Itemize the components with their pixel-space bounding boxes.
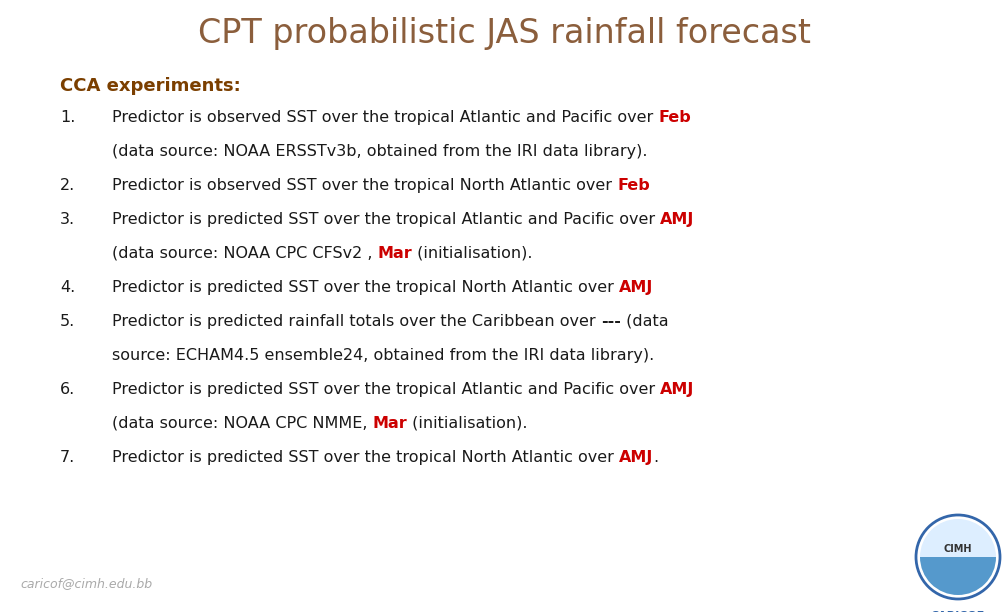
Text: 2.: 2.	[60, 178, 76, 193]
Text: Mar: Mar	[373, 416, 407, 431]
Text: AMJ: AMJ	[619, 280, 653, 295]
Text: AMJ: AMJ	[619, 450, 653, 465]
Text: Predictor is predicted rainfall totals over the Caribbean over: Predictor is predicted rainfall totals o…	[112, 314, 601, 329]
Text: 6.: 6.	[60, 382, 76, 397]
Text: 7.: 7.	[60, 450, 76, 465]
Text: Predictor is observed SST over the tropical Atlantic and Pacific over: Predictor is observed SST over the tropi…	[112, 110, 658, 125]
Text: 1.: 1.	[60, 110, 76, 125]
Circle shape	[916, 515, 1000, 599]
Text: .: .	[653, 450, 658, 465]
Text: (initialisation).: (initialisation).	[412, 246, 533, 261]
Text: Mar: Mar	[378, 246, 412, 261]
Text: 3.: 3.	[60, 212, 76, 227]
Text: Predictor is predicted SST over the tropical North Atlantic over: Predictor is predicted SST over the trop…	[112, 450, 619, 465]
Text: AMJ: AMJ	[660, 382, 695, 397]
Text: (data source: NOAA ERSSTv3b, obtained from the IRI data library).: (data source: NOAA ERSSTv3b, obtained fr…	[112, 144, 647, 159]
Text: Feb: Feb	[658, 110, 691, 125]
Text: CIMH: CIMH	[943, 544, 973, 554]
Text: Predictor is predicted SST over the tropical Atlantic and Pacific over: Predictor is predicted SST over the trop…	[112, 212, 660, 227]
Text: 5.: 5.	[60, 314, 76, 329]
Text: Predictor is predicted SST over the tropical Atlantic and Pacific over: Predictor is predicted SST over the trop…	[112, 382, 660, 397]
Text: Predictor is observed SST over the tropical North Atlantic over: Predictor is observed SST over the tropi…	[112, 178, 617, 193]
Text: (data source: NOAA CPC CFSv2 ,: (data source: NOAA CPC CFSv2 ,	[112, 246, 378, 261]
Text: CPT probabilistic JAS rainfall forecast: CPT probabilistic JAS rainfall forecast	[198, 17, 810, 50]
Text: Predictor is predicted SST over the tropical North Atlantic over: Predictor is predicted SST over the trop…	[112, 280, 619, 295]
Text: (initialisation).: (initialisation).	[407, 416, 528, 431]
Text: CARICOF: CARICOF	[930, 611, 985, 612]
Text: Feb: Feb	[617, 178, 650, 193]
Text: caricof@cimh.edu.bb: caricof@cimh.edu.bb	[20, 577, 152, 590]
Text: CCA experiments:: CCA experiments:	[60, 77, 241, 95]
Wedge shape	[920, 519, 996, 557]
Text: ---: ---	[601, 314, 621, 329]
Text: (data: (data	[621, 314, 668, 329]
Text: (data source: NOAA CPC NMME,: (data source: NOAA CPC NMME,	[112, 416, 373, 431]
Text: 4.: 4.	[60, 280, 76, 295]
Text: source: ECHAM4.5 ensemble24, obtained from the IRI data library).: source: ECHAM4.5 ensemble24, obtained fr…	[112, 348, 654, 363]
Text: AMJ: AMJ	[660, 212, 695, 227]
Wedge shape	[920, 557, 996, 595]
